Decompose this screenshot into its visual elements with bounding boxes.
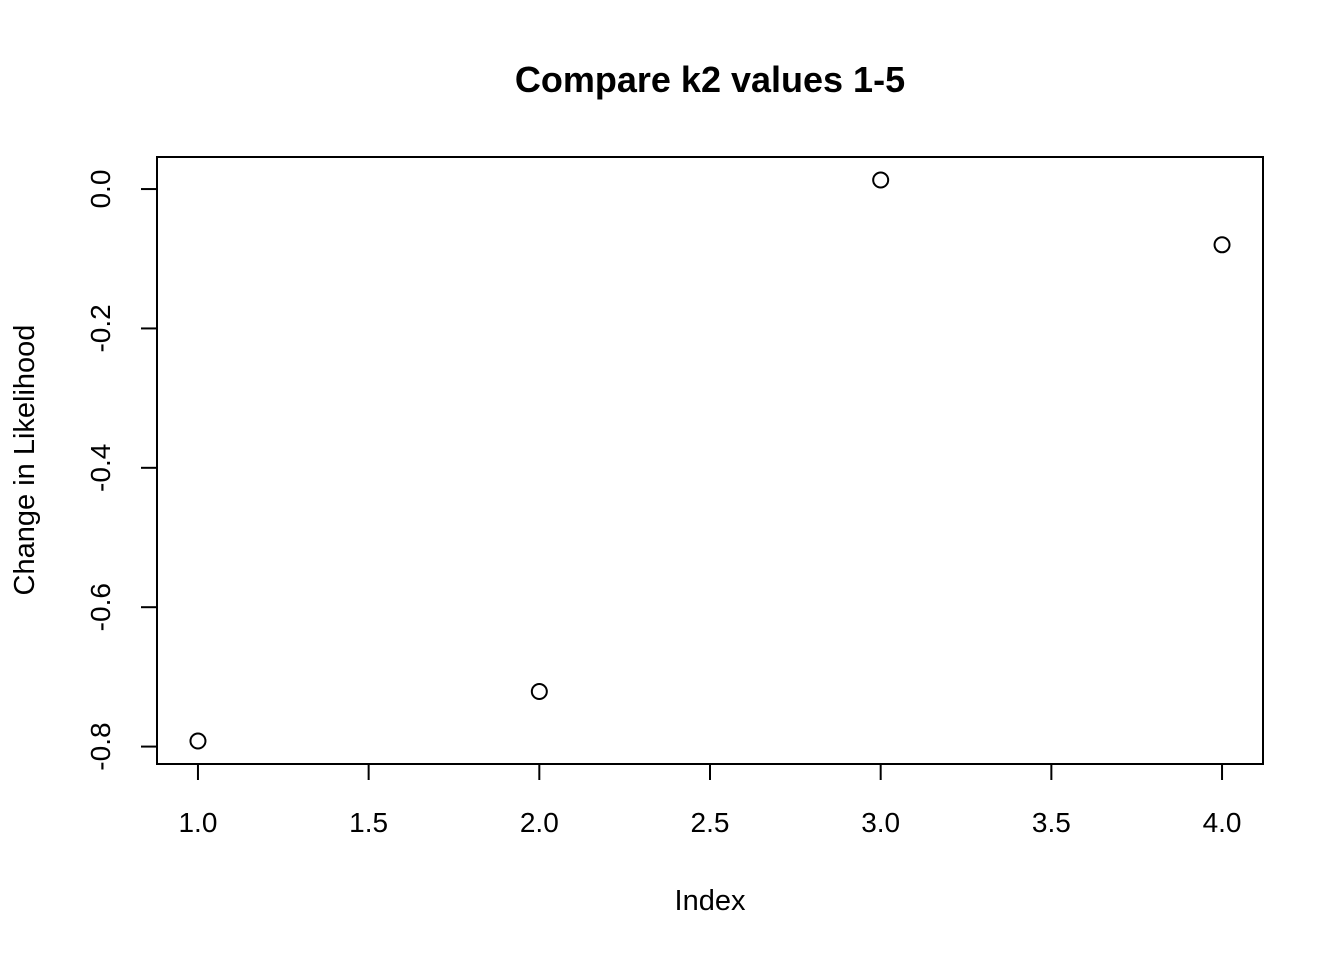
x-tick-label: 1.0 bbox=[178, 807, 217, 838]
x-tick-label: 2.0 bbox=[520, 807, 559, 838]
x-tick-label: 3.5 bbox=[1032, 807, 1071, 838]
y-axis: 0.0 -0.2 -0.4 -0.6 -0.8 bbox=[85, 170, 158, 771]
data-point bbox=[872, 171, 890, 189]
data-points bbox=[189, 171, 1231, 750]
data-point bbox=[1213, 236, 1231, 254]
data-point bbox=[189, 732, 207, 750]
y-tick-label: 0.0 bbox=[85, 170, 116, 209]
x-tick-label: 2.5 bbox=[691, 807, 730, 838]
x-tick-label: 1.5 bbox=[349, 807, 388, 838]
y-tick-label: -0.6 bbox=[85, 583, 116, 631]
y-tick-label: -0.4 bbox=[85, 444, 116, 492]
x-axis-label: Index bbox=[675, 885, 746, 917]
chart-title: Compare k2 values 1-5 bbox=[515, 59, 905, 100]
y-tick-label: -0.8 bbox=[85, 722, 116, 770]
x-axis: 1.0 1.5 2.0 2.5 3.0 3.5 4.0 bbox=[178, 763, 1242, 838]
x-tick-label: 3.0 bbox=[861, 807, 900, 838]
data-point bbox=[530, 683, 548, 701]
y-tick-label: -0.2 bbox=[85, 304, 116, 352]
plot-frame bbox=[156, 156, 1264, 765]
x-tick-label: 4.0 bbox=[1203, 807, 1242, 838]
y-axis-label: Change in Likelihood bbox=[9, 325, 41, 596]
